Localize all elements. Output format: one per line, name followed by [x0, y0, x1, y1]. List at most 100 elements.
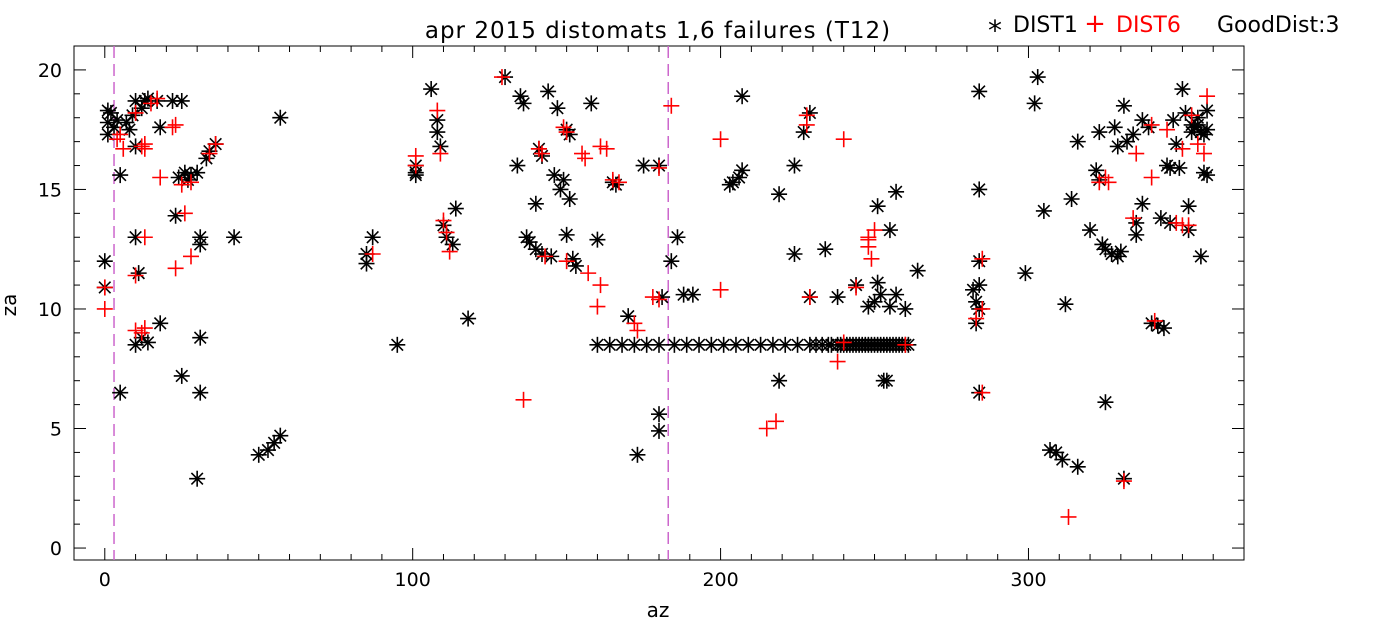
asterisk-point — [1112, 243, 1129, 260]
plus-point — [974, 250, 991, 267]
plus-point — [768, 413, 784, 430]
plus-point — [592, 277, 609, 294]
asterisk-point — [460, 310, 477, 327]
plus-point — [897, 336, 914, 353]
y-tick-label: 20 — [38, 60, 62, 82]
asterisk-point — [1026, 95, 1043, 112]
asterisk-point — [1091, 124, 1108, 141]
plus-point — [1174, 140, 1191, 157]
asterisk-point — [1109, 138, 1126, 155]
asterisk-point — [663, 253, 680, 270]
legend-marker-dist6: + — [1084, 9, 1106, 39]
plus-point — [644, 289, 661, 306]
asterisk-point — [272, 109, 289, 126]
asterisk-point — [558, 226, 575, 243]
legend-note: GoodDist:3 — [1217, 13, 1339, 38]
plus-point — [1128, 145, 1145, 162]
reference-lines — [113, 46, 669, 560]
asterisk-point — [152, 315, 169, 332]
asterisk-point — [127, 229, 144, 246]
asterisk-point — [226, 229, 243, 246]
asterisk-point — [888, 286, 905, 303]
asterisk-point — [515, 95, 532, 112]
asterisk-point — [786, 245, 803, 262]
asterisk-point — [1140, 119, 1157, 136]
plus-point — [1100, 174, 1117, 191]
asterisk-point — [971, 181, 988, 198]
asterisk-point — [1192, 248, 1209, 265]
asterisk-point — [651, 422, 667, 439]
asterisk-point — [734, 162, 751, 179]
plus-point — [515, 391, 532, 408]
asterisk-point — [965, 281, 982, 298]
plus-point — [604, 171, 621, 188]
plus-point — [438, 224, 455, 241]
asterisk-point — [869, 198, 886, 215]
asterisk-point — [614, 336, 631, 353]
plus-point — [201, 145, 218, 162]
plus-point — [598, 140, 615, 157]
asterisk-point — [250, 446, 267, 463]
asterisk-point — [651, 336, 667, 353]
asterisk-point — [1106, 119, 1123, 136]
asterisk-point — [1165, 112, 1182, 129]
asterisk-point — [1054, 451, 1071, 468]
asterisk-point — [1057, 296, 1074, 313]
asterisk-point — [1125, 126, 1142, 143]
series-dist1 — [96, 69, 1216, 487]
plus-point — [1125, 210, 1142, 227]
asterisk-point — [1082, 222, 1099, 239]
asterisk-point — [1115, 97, 1132, 114]
asterisk-point — [734, 88, 751, 105]
asterisk-point — [589, 231, 606, 248]
asterisk-point — [724, 174, 741, 191]
plus-point — [558, 253, 575, 270]
asterisk-point — [139, 334, 156, 351]
plus-point — [176, 205, 193, 222]
plus-point — [1199, 88, 1216, 105]
plus-point — [534, 145, 550, 162]
plus-point — [1060, 508, 1077, 525]
plus-point — [558, 124, 575, 141]
plus-point — [407, 157, 424, 174]
asterisk-point — [971, 83, 988, 100]
asterisk-point — [272, 427, 289, 444]
plus-point — [127, 104, 144, 121]
plus-point — [863, 250, 880, 267]
asterisk-point — [1155, 320, 1172, 337]
plus-point — [164, 119, 181, 136]
asterisk-point — [897, 300, 914, 317]
plus-point — [1195, 145, 1212, 162]
axes: 0 100 200 300 0 5 10 15 20 — [38, 45, 1245, 591]
series-dist6 — [96, 69, 1216, 525]
asterisk-point — [878, 372, 895, 389]
plus-point — [1143, 169, 1160, 186]
asterisk-point — [1152, 210, 1169, 227]
asterisk-point — [869, 274, 886, 291]
plus-point — [712, 131, 729, 148]
plus-point — [592, 138, 609, 155]
legend-label-dist6: DIST6 — [1116, 13, 1181, 38]
asterisk-point — [678, 336, 695, 353]
asterisk-point — [189, 164, 206, 181]
asterisk-point — [607, 176, 624, 193]
asterisk-point — [771, 186, 788, 203]
plus-point — [435, 212, 452, 229]
asterisk-point — [1199, 102, 1216, 119]
plus-point — [167, 260, 184, 277]
y-tick-label: 10 — [38, 299, 62, 321]
x-tick-label: 100 — [395, 569, 431, 591]
asterisk-point — [829, 289, 846, 306]
asterisk-point — [1171, 159, 1188, 176]
chart-title: apr 2015 distomats 1,6 failures (T12) — [425, 18, 891, 44]
asterisk-point — [364, 229, 381, 246]
asterisk-point — [192, 384, 209, 401]
asterisk-point — [1199, 167, 1216, 184]
asterisk-point — [1180, 198, 1197, 215]
legend: * DIST1 + DIST6 GoodDist:3 — [988, 9, 1339, 47]
asterisk-point — [130, 265, 147, 282]
plus-point — [149, 90, 166, 107]
asterisk-point — [583, 95, 600, 112]
plus-point — [866, 222, 883, 239]
asterisk-point — [1162, 159, 1179, 176]
